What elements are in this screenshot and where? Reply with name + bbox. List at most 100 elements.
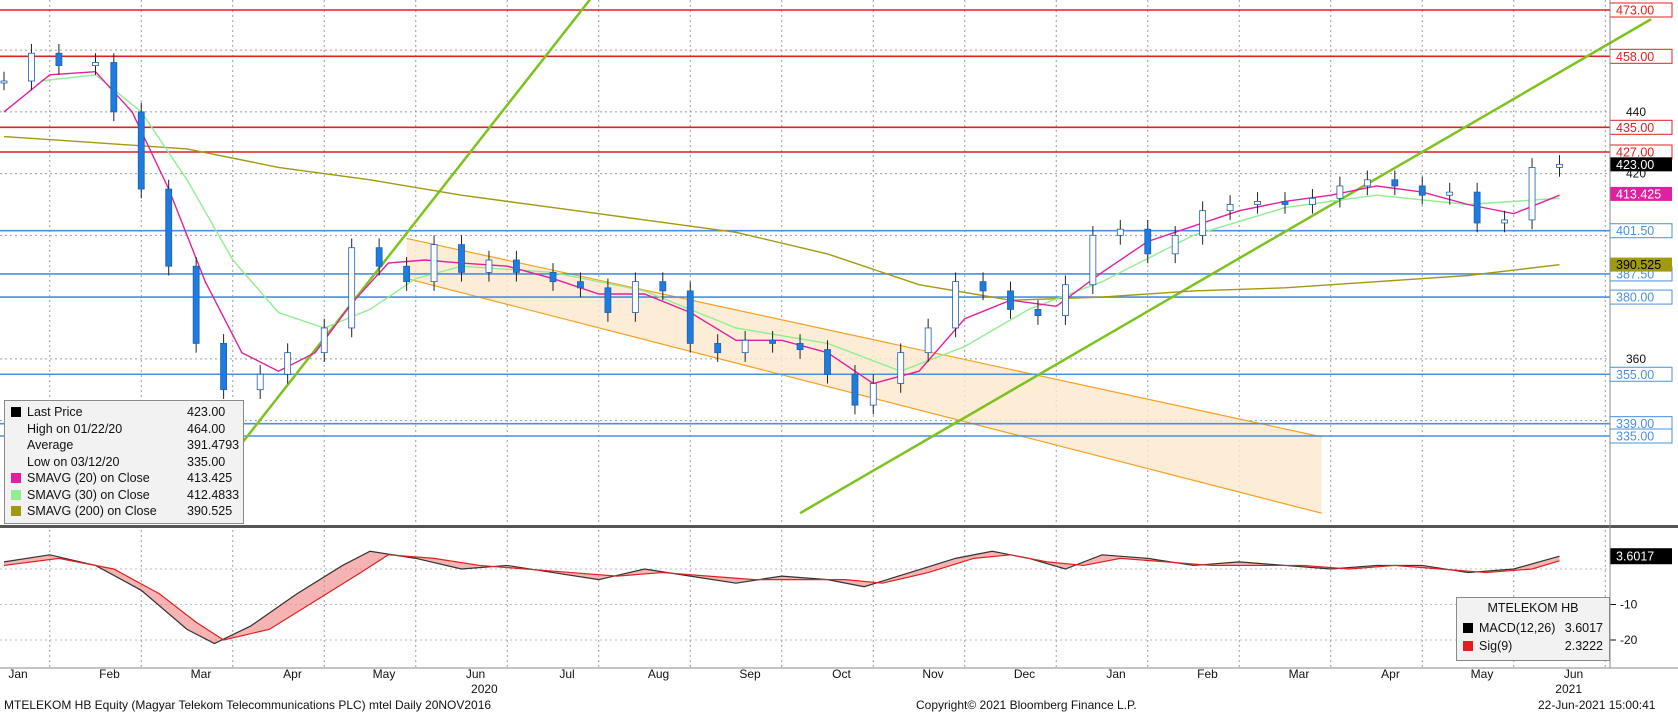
candle-body (1007, 290, 1014, 310)
month-label: May (373, 667, 396, 681)
candle-body (1446, 191, 1454, 196)
candle-body (375, 247, 383, 267)
legend-row: High on 01/22/20 464.00 (5, 421, 243, 437)
candle-body (659, 281, 667, 292)
legend-swatch (1463, 623, 1473, 633)
candle-body (430, 244, 438, 283)
macd-legend: MTELEKOM HB MACD(12,26) 3.6017 Sig(9) 2.322… (1456, 597, 1610, 661)
candle-body (458, 244, 465, 273)
month-label: May (1471, 667, 1494, 681)
month-label: Sep (739, 667, 761, 681)
candle-body (824, 349, 831, 375)
candle-body (320, 327, 328, 354)
legend-label: High on 01/22/20 (27, 421, 123, 436)
level-label: 335.00 (1616, 430, 1654, 444)
macd-tick-label: -10 (1620, 598, 1638, 612)
legend-row: Last Price 423.00 (5, 404, 243, 420)
macd-fill (4, 551, 1560, 644)
candle-body (1116, 228, 1124, 236)
candle-body (284, 352, 292, 375)
footer-copyright: Copyright© 2021 Bloomberg Finance L.P. (916, 698, 1137, 712)
candle-body (1226, 204, 1234, 212)
legend-swatch (11, 506, 21, 516)
level-label: 339.00 (1616, 417, 1654, 431)
candle-body (485, 259, 493, 273)
candle-body (1336, 185, 1344, 199)
legend-value: 3.6017 (1564, 621, 1603, 635)
candle-body (220, 342, 228, 391)
month-label: Feb (99, 667, 120, 681)
candle-body (952, 281, 959, 329)
candle-body (348, 247, 356, 329)
macd-panel: -10 -20 3.6017 (3, 548, 1672, 647)
candle-body (604, 287, 612, 313)
legend-value: 390.525 (187, 504, 233, 518)
trendlines (186, 0, 1652, 515)
candle-body (1528, 167, 1536, 221)
legend-label: Last Price (27, 405, 83, 419)
candle-body (714, 342, 722, 354)
level-label: 435.00 (1616, 121, 1654, 135)
candle-body (741, 339, 749, 354)
footer-security: MTELEKOM HB Equity (Magyar Telekom Telec… (4, 698, 492, 712)
candle-body (769, 339, 776, 344)
candle-body (796, 342, 804, 350)
legend-value: 464.00 (187, 421, 226, 436)
price-legend: Last Price 423.00 High on 01/22/20 464.00 Av… (4, 400, 244, 524)
x-axis: Jan Feb Mar Apr May Jun Jul Aug Sep Oct Nov Dec Jan F… (0, 0, 1678, 696)
price-tick-label: 420 (1626, 167, 1646, 181)
price-axis: 473.00458.00435.00427.00401.50387.50380.… (1609, 2, 1673, 444)
year-label: 2021 (1555, 682, 1582, 696)
level-label: 427.00 (1616, 146, 1654, 160)
month-label: Feb (1197, 667, 1218, 681)
legend-label: SMAVG (20) on Close (27, 471, 150, 485)
month-label: Aug (648, 667, 669, 681)
legend-label: Low on 03/12/20 (27, 454, 120, 469)
trendline (799, 18, 1652, 515)
legend-label: MACD(12,26) (1479, 621, 1556, 635)
candle-body (686, 290, 694, 344)
month-label: Nov (922, 667, 943, 681)
legend-value: 412.4833 (187, 487, 240, 502)
candle-body (403, 265, 411, 283)
level-label: 473.00 (1616, 4, 1654, 18)
legend-swatch (1463, 641, 1473, 651)
legend-row: Low on 03/12/20 335.00 (5, 454, 243, 470)
candle-body (1199, 210, 1207, 236)
month-label: Jan (8, 667, 27, 681)
macd-legend-row: Sig(9) 2.3222 (1457, 638, 1609, 654)
channel-lower (406, 277, 1322, 514)
footer-timestamp: 22-Jun-2021 15:00:41 (1538, 698, 1656, 712)
horizontal-levels (0, 9, 1610, 437)
month-label: Jun (1564, 667, 1583, 681)
candle-body (110, 62, 118, 113)
month-label: Jan (1106, 667, 1125, 681)
month-label: Jun (466, 667, 485, 681)
candle-body (869, 383, 877, 406)
legend-label: Sig(9) (1479, 639, 1513, 653)
sma200-line (3, 135, 1560, 301)
panel-divider (0, 525, 1678, 528)
legend-row: SMAVG (20) on Close 413.425 (5, 470, 243, 486)
month-label: Jul (559, 667, 574, 681)
price-tag (1610, 257, 1672, 272)
macd-tick-label: -20 (1620, 633, 1638, 647)
price-tag (1610, 157, 1672, 172)
candle-body (577, 281, 584, 289)
candle-body (1144, 228, 1152, 255)
candle-body (0, 80, 8, 84)
legend-value: 335.00 (187, 454, 226, 469)
candle-body (137, 111, 145, 190)
month-label: Oct (832, 667, 851, 681)
channel-upper (406, 237, 1322, 438)
legend-swatch (11, 473, 21, 483)
candle-body (1363, 179, 1371, 187)
candle-body (28, 52, 35, 82)
candle-body (897, 352, 905, 384)
price-candles (0, 43, 1563, 415)
legend-swatch (11, 489, 21, 500)
level-label: 458.00 (1616, 50, 1654, 64)
month-label: Dec (1014, 667, 1035, 681)
price-panel-bg (0, 0, 1610, 525)
